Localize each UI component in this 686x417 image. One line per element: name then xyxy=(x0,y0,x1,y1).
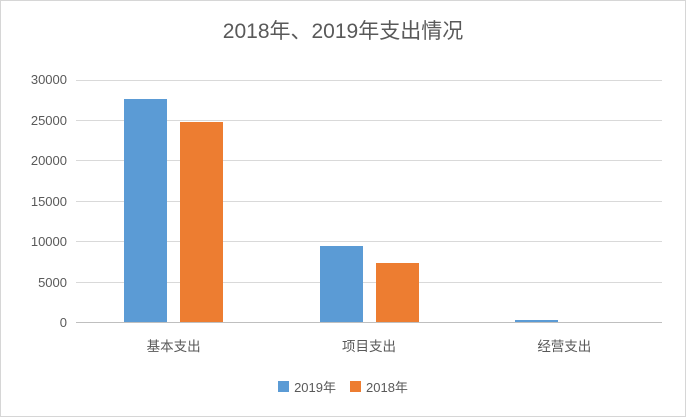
bar-s0-c1 xyxy=(319,245,363,322)
legend-label: 2019年 xyxy=(294,380,336,395)
bar-s1-c1 xyxy=(375,262,419,322)
x-axis-line xyxy=(76,322,662,323)
gridline xyxy=(76,80,662,81)
gridline xyxy=(76,160,662,161)
x-category-label: 项目支出 xyxy=(341,339,396,354)
bar-s0-c2 xyxy=(514,319,558,322)
y-tick-label: 30000 xyxy=(30,72,67,87)
gridline xyxy=(76,241,662,242)
x-category-label: 基本支出 xyxy=(146,339,201,354)
y-tick-label: 10000 xyxy=(30,234,67,249)
y-tick-label: 20000 xyxy=(30,153,67,168)
legend-swatch-icon xyxy=(278,381,290,392)
bar-s1-c0 xyxy=(180,122,224,322)
gridline xyxy=(76,200,662,202)
legend-label: 2018年 xyxy=(366,380,408,395)
y-tick-label: 25000 xyxy=(30,112,67,128)
y-tick-label: 15000 xyxy=(30,193,67,209)
bar-s0-c0 xyxy=(124,99,168,322)
legend: 2019年 2018年 xyxy=(1,377,685,396)
gridline xyxy=(76,119,662,121)
legend-item-s0: 2019年 xyxy=(278,377,336,396)
gridline xyxy=(76,281,662,283)
x-category-label: 经营支出 xyxy=(537,339,592,354)
legend-item-s1: 2018年 xyxy=(350,377,408,396)
plot-area xyxy=(76,80,662,323)
y-tick-label: 5000 xyxy=(38,274,67,290)
legend-swatch-icon xyxy=(350,381,361,392)
chart-title: 2018年、2019年支出情况 xyxy=(222,20,464,43)
y-tick-label: 0 xyxy=(59,315,67,330)
